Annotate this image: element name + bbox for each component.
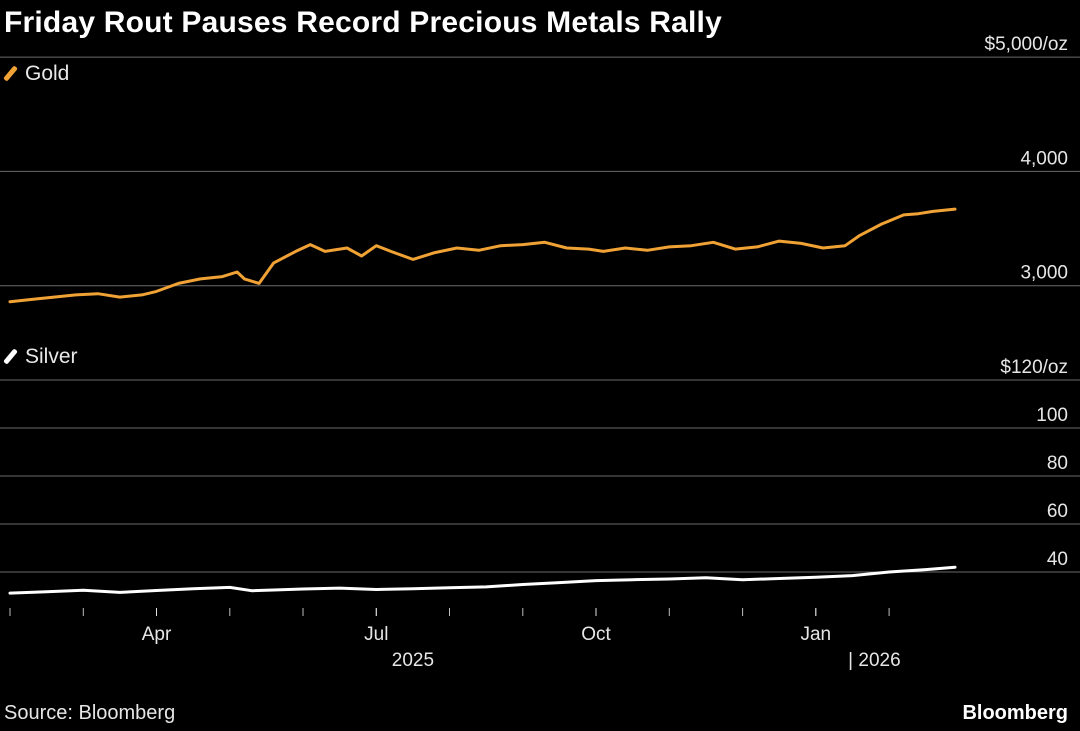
silver-y-tick-label: 100 bbox=[1036, 405, 1068, 426]
silver-series-line bbox=[8, 565, 957, 595]
silver-y-tick-label: 40 bbox=[1047, 549, 1068, 570]
x-axis-year-label: 2025 bbox=[392, 650, 434, 671]
x-axis-month-label: Apr bbox=[142, 624, 172, 645]
chart-title: Friday Rout Pauses Record Precious Metal… bbox=[4, 6, 722, 39]
gold-series-line bbox=[8, 207, 957, 304]
legend-silver: Silver bbox=[3, 345, 78, 369]
gold-y-tick-label: 4,000 bbox=[1020, 148, 1068, 169]
legend-gold-label: Gold bbox=[25, 62, 70, 85]
gold-y-tick-label: $5,000/oz bbox=[985, 34, 1068, 55]
legend-silver-label: Silver bbox=[25, 345, 78, 368]
silver-y-tick-label: $120/oz bbox=[1000, 357, 1068, 378]
x-axis-year-label: | 2026 bbox=[848, 650, 900, 671]
gold-y-tick-label: 3,000 bbox=[1020, 263, 1068, 284]
silver-y-tick-label: 60 bbox=[1047, 501, 1068, 522]
silver-y-tick-label: 80 bbox=[1047, 453, 1068, 474]
x-axis-month-label: Jul bbox=[364, 624, 388, 645]
brand-logo: Bloomberg bbox=[962, 702, 1068, 724]
legend-gold: Gold bbox=[3, 62, 70, 86]
x-axis-month-label: Jan bbox=[800, 624, 831, 645]
source-note: Source: Bloomberg bbox=[4, 702, 176, 724]
x-axis-month-label: Oct bbox=[581, 624, 611, 645]
